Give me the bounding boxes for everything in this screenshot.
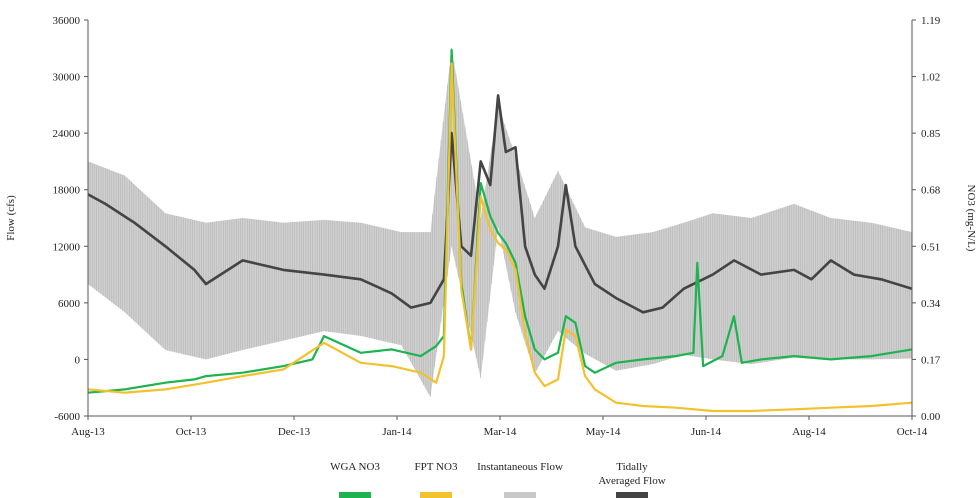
legend-swatch-wga-no3 (339, 492, 371, 498)
legend-swatch-tidally-averaged-flow (616, 492, 648, 498)
legend: WGA NO3 FPT NO3 Instantaneous Flow Tidally A… (330, 461, 666, 498)
legend-label-instantaneous-flow: Instantaneous Flow (477, 461, 563, 473)
left-y-tick-label: 12000 (53, 241, 81, 253)
x-tick-label: Aug-13 (71, 426, 105, 438)
x-tick-label: Oct-13 (176, 426, 207, 438)
right-y-ticks: 1.19 1.02 0.85 0.68 0.51 0.34 0.17 0.00 (912, 15, 941, 423)
left-y-tick-label: 6000 (58, 298, 81, 310)
x-tick-label: Jun-14 (691, 426, 721, 438)
left-y-tick-label: 36000 (53, 15, 81, 27)
left-y-tick-label: -6000 (54, 411, 80, 423)
legend-label-tidally-averaged-flow: Tidally Averaged Flow (598, 461, 665, 487)
legend-label-wga-no3: WGA NO3 (330, 461, 380, 473)
x-ticks: Aug-13 Oct-13 Dec-13 Jan-14 Mar-14 May-14 Jun-… (71, 416, 928, 438)
x-tick-label: May-14 (586, 426, 621, 438)
x-tick-label: Dec-13 (278, 426, 311, 438)
left-y-ticks: 36000 30000 24000 18000 12000 6000 0 -6000 (53, 15, 88, 423)
left-y-tick-label: 18000 (53, 185, 81, 197)
legend-swatch-instantaneous-flow (504, 492, 536, 498)
right-y-tick-label: 0.00 (921, 411, 941, 423)
x-tick-label: Aug-14 (792, 426, 826, 438)
left-y-tick-label: 0 (75, 354, 81, 366)
left-axis-title: Flow (cfs) (5, 195, 17, 241)
right-y-tick-label: 0.85 (921, 128, 941, 140)
right-axis-title: NO3 (mg-N/L) (965, 185, 977, 252)
x-tick-label: Oct-14 (897, 426, 928, 438)
right-y-tick-label: 0.68 (921, 185, 941, 197)
x-tick-label: Mar-14 (484, 426, 517, 438)
series-wga-no3 (87, 48, 913, 394)
right-y-tick-label: 0.51 (921, 241, 940, 253)
x-tick-label: Jan-14 (382, 426, 412, 438)
right-y-tick-label: 1.02 (921, 72, 940, 84)
right-y-tick-label: 0.17 (921, 354, 941, 366)
legend-label-fpt-no3: FPT NO3 (415, 461, 458, 473)
series-fpt-no3 (87, 62, 913, 413)
left-y-tick-label: 30000 (53, 72, 81, 84)
right-y-tick-label: 1.19 (921, 15, 941, 27)
series-tidally-averaged-flow (87, 94, 913, 314)
series-lines-layer (87, 48, 913, 413)
legend-swatch-fpt-no3 (420, 492, 452, 498)
left-y-tick-label: 24000 (53, 128, 81, 140)
plot-area (87, 20, 913, 417)
right-y-tick-label: 0.34 (921, 298, 941, 310)
